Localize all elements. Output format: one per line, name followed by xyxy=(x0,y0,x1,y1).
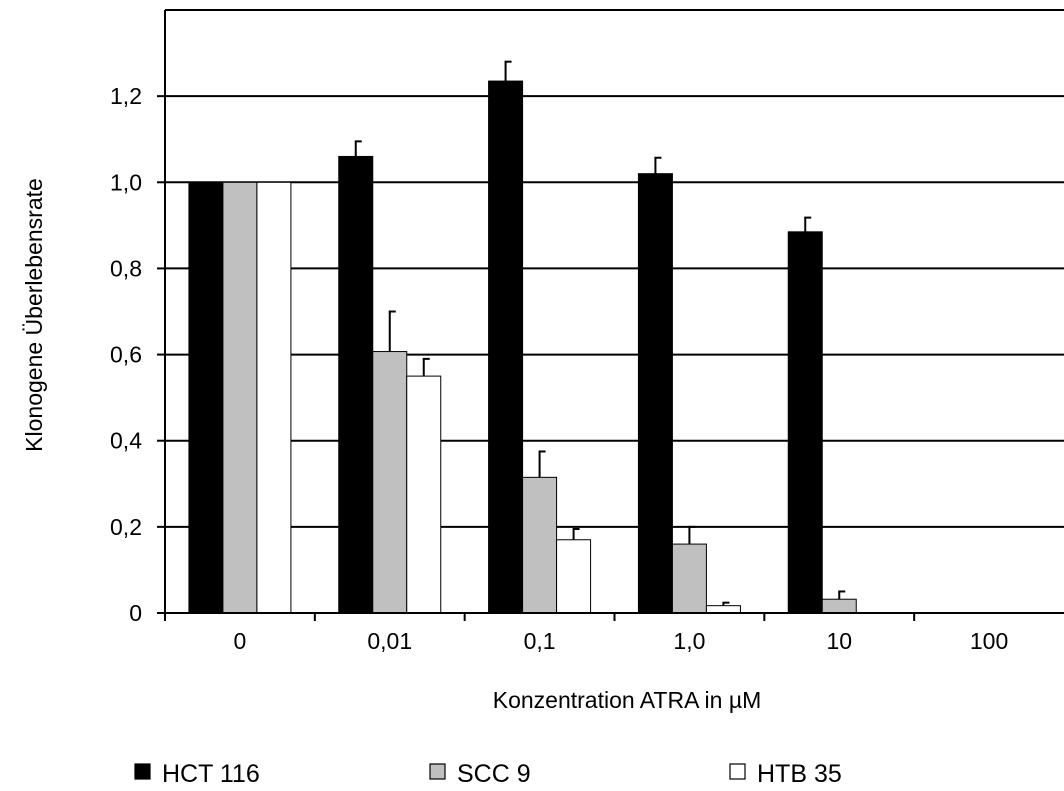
legend-label: HCT 116 xyxy=(162,760,260,788)
x-tick-label: 1,0 xyxy=(673,628,705,654)
legend: HCT 116 SCC 9 HTB 35 xyxy=(134,760,842,788)
y-tick-label: 0,6 xyxy=(110,342,142,368)
y-tick-label: 0 xyxy=(129,600,142,626)
axes xyxy=(157,9,1064,621)
bar-hct-116 xyxy=(338,155,374,614)
x-tick-label: 0,01 xyxy=(367,628,412,654)
bar-htb-35 xyxy=(705,605,741,614)
bars xyxy=(188,60,857,614)
gridlines xyxy=(165,95,1064,528)
x-tick-label: 0,1 xyxy=(524,628,556,654)
bar-scc-9 xyxy=(522,476,558,614)
bar-scc-9 xyxy=(821,598,857,614)
bar-hct-116 xyxy=(488,80,524,614)
legend-label: HTB 35 xyxy=(757,760,842,788)
bar-hct-116 xyxy=(188,181,224,614)
y-tick-label: 0,4 xyxy=(110,428,142,454)
x-tick-label: 100 xyxy=(970,628,1008,654)
y-axis-title: Klonogene Überlebensrate xyxy=(21,178,47,452)
x-tick-label: 10 xyxy=(826,628,852,654)
bar-scc-9 xyxy=(222,181,258,614)
bar-hct-116 xyxy=(637,173,673,614)
bar-htb-35 xyxy=(406,375,442,614)
legend-swatch xyxy=(429,763,446,780)
y-tick-label: 1,2 xyxy=(110,83,142,109)
bar-scc-9 xyxy=(372,351,408,614)
x-tick-label: 0 xyxy=(234,628,247,654)
legend-label: SCC 9 xyxy=(457,760,531,788)
y-tick-label: 0,8 xyxy=(110,255,142,281)
bar-scc-9 xyxy=(671,543,707,614)
x-axis-title: Konzentration ATRA in µM xyxy=(493,687,762,713)
legend-swatch xyxy=(134,763,151,780)
tick-labels: 0 0,01 0,1 1,0 10 100 0 0,2 0,4 0,6 0,8 1,0 1,2 xyxy=(110,83,1008,654)
bar-htb-35 xyxy=(256,181,292,614)
legend-swatch xyxy=(729,763,746,780)
y-tick-label: 0,2 xyxy=(110,514,142,540)
bar-hct-116 xyxy=(787,231,823,614)
y-tick-label: 1,0 xyxy=(110,169,142,195)
bar-htb-35 xyxy=(556,539,592,614)
